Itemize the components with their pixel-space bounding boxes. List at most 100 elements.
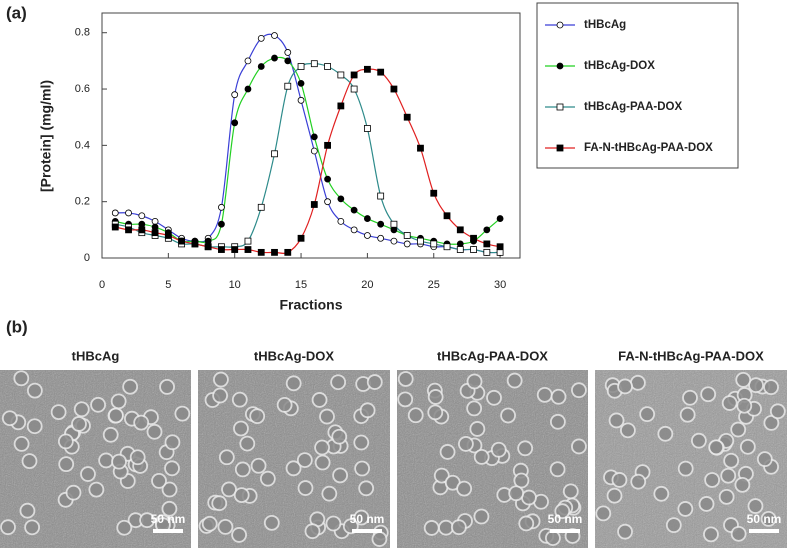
particle — [721, 395, 738, 411]
particle — [111, 453, 127, 470]
particle — [595, 505, 612, 522]
marker — [231, 91, 239, 99]
marker — [470, 234, 477, 242]
particle — [698, 496, 715, 512]
y-tick-label: 0 — [84, 252, 90, 264]
particle — [331, 428, 348, 445]
particle — [703, 526, 719, 543]
marker — [377, 192, 385, 200]
scale-bar — [550, 529, 580, 533]
particle — [734, 476, 751, 493]
particle — [311, 392, 328, 408]
legend-marker — [556, 21, 564, 29]
particle — [231, 527, 248, 543]
scale-bar — [749, 529, 779, 533]
particle — [739, 438, 756, 455]
marker — [390, 85, 398, 93]
particle — [571, 382, 587, 399]
marker — [403, 232, 411, 239]
particle — [536, 386, 553, 403]
panel-label: (b) — [6, 317, 28, 336]
particle — [466, 400, 483, 417]
marker — [218, 203, 225, 211]
scale-bar — [352, 529, 382, 533]
particle — [747, 498, 764, 514]
particle — [653, 485, 670, 502]
particle — [110, 393, 127, 410]
particle — [211, 495, 228, 512]
particle — [151, 472, 167, 489]
particle — [438, 519, 454, 536]
particle — [233, 487, 250, 504]
marker — [337, 217, 345, 225]
particle — [506, 372, 523, 389]
marker — [456, 246, 464, 253]
particle — [427, 389, 444, 405]
marker — [417, 237, 424, 245]
particle — [473, 508, 490, 525]
marker — [456, 240, 464, 248]
particle — [297, 480, 314, 496]
particle — [19, 502, 36, 519]
particle — [679, 406, 696, 423]
micrograph — [595, 370, 787, 548]
marker — [125, 226, 132, 234]
marker — [257, 248, 265, 256]
micrograph — [397, 370, 588, 548]
particle — [218, 449, 235, 466]
particle — [250, 457, 267, 474]
x-tick-label: 20 — [361, 279, 373, 291]
particle — [353, 509, 370, 526]
particle — [314, 439, 330, 456]
particle — [763, 379, 779, 396]
x-tick-label: 25 — [428, 279, 440, 291]
marker — [231, 119, 239, 127]
x-tick-label: 5 — [165, 279, 171, 291]
marker — [151, 229, 159, 237]
scale-bar-label: 50 nm — [747, 512, 782, 526]
particle — [65, 484, 82, 501]
legend-box — [536, 2, 739, 169]
particle — [508, 485, 525, 502]
particle — [358, 480, 375, 497]
particle — [233, 420, 249, 437]
particle — [159, 378, 175, 395]
marker — [430, 240, 438, 248]
particle — [723, 452, 740, 469]
particle — [71, 416, 87, 432]
particle — [518, 515, 535, 532]
marker — [324, 198, 331, 206]
marker — [403, 113, 411, 121]
marker — [483, 226, 491, 234]
y-tick-label: 0.2 — [75, 196, 90, 208]
particle — [720, 467, 737, 484]
y-tick-label: 0.6 — [75, 83, 90, 95]
marker — [390, 237, 398, 245]
particle — [466, 373, 483, 390]
particle — [88, 481, 105, 498]
scale-bar — [153, 529, 183, 533]
image-title: FA-N-tHBcAg-PAA-DOX — [618, 348, 764, 363]
particle — [21, 453, 38, 470]
marker — [244, 237, 252, 245]
marker — [151, 223, 159, 231]
marker — [297, 80, 305, 87]
particle — [611, 472, 628, 488]
series-line — [115, 33, 501, 254]
marker — [284, 248, 292, 256]
particle — [549, 461, 566, 478]
particle — [690, 432, 707, 449]
y-axis-title: [Protein] (mg/ml) — [38, 80, 54, 192]
particle — [239, 435, 256, 452]
particle — [26, 382, 43, 399]
particle — [319, 408, 335, 425]
marker — [257, 34, 265, 42]
particle — [473, 449, 490, 465]
particle — [50, 404, 67, 421]
particle — [554, 503, 571, 520]
legend-marker — [556, 144, 564, 152]
particle — [545, 530, 561, 546]
marker — [178, 237, 186, 245]
particle — [0, 519, 16, 536]
marker — [284, 49, 292, 56]
